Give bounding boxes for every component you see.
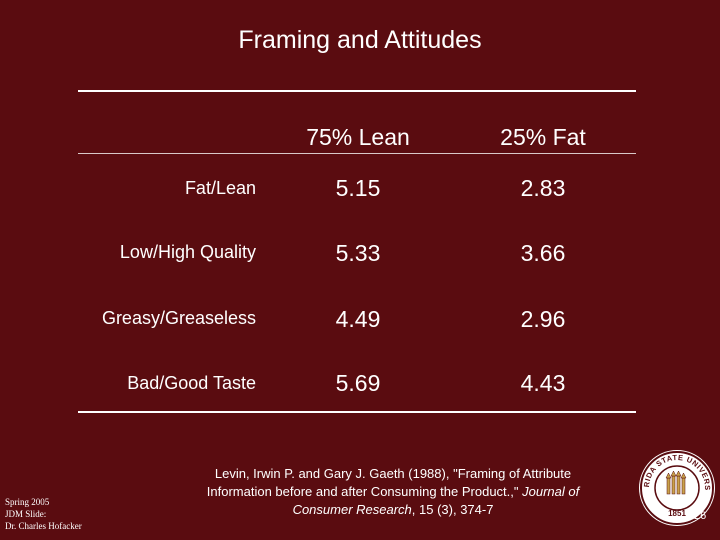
cell-taste-fat: 4.43: [520, 370, 566, 396]
citation-line-3: Consumer Research, 15 (3), 374-7: [292, 502, 494, 517]
cell-greasy-fat: 2.96: [520, 306, 566, 332]
row-label-greasy: Greasy/Greaseless: [101, 308, 256, 328]
journal-name-part-2: Consumer Research: [292, 502, 412, 517]
citation: Levin, Irwin P. and Gary J. Gaeth (1988)…: [178, 465, 608, 519]
citation-line-1: Levin, Irwin P. and Gary J. Gaeth (1988)…: [214, 466, 572, 481]
row-label-fat-lean: Fat/Lean: [184, 178, 256, 198]
footer-author: Dr. Charles Hofacker: [5, 521, 82, 531]
slide-number: 26: [694, 510, 707, 522]
cell-quality-lean: 5.33: [335, 240, 381, 266]
footer-course: JDM Slide:: [5, 509, 47, 519]
svg-text:1851: 1851: [668, 509, 686, 518]
cell-taste-lean: 5.69: [335, 370, 381, 396]
cell-fat-lean-fat: 2.83: [520, 175, 566, 201]
university-seal-icon: FLORIDA STATE UNIVERSITY 1851: [637, 448, 715, 526]
row-label-taste: Bad/Good Taste: [127, 373, 256, 393]
column-header-fat: 25% Fat: [500, 124, 586, 150]
cell-fat-lean-lean: 5.15: [335, 175, 381, 201]
table-bottom-rule: [78, 411, 636, 413]
citation-line-2: Information before and after Consuming t…: [206, 484, 580, 499]
journal-name-part-1: Journal of: [522, 484, 580, 499]
footer-term: Spring 2005: [5, 497, 50, 507]
row-label-quality: Low/High Quality: [119, 242, 256, 262]
cell-quality-fat: 3.66: [520, 240, 566, 266]
column-header-lean: 75% Lean: [306, 124, 410, 150]
slide-footer: Spring 2005 JDM Slide: Dr. Charles Hofac…: [5, 496, 82, 532]
cell-greasy-lean: 4.49: [335, 306, 381, 332]
table-header-rule: [78, 153, 636, 154]
slide-title: Framing and Attitudes: [238, 26, 482, 54]
table-top-rule: [78, 90, 636, 92]
